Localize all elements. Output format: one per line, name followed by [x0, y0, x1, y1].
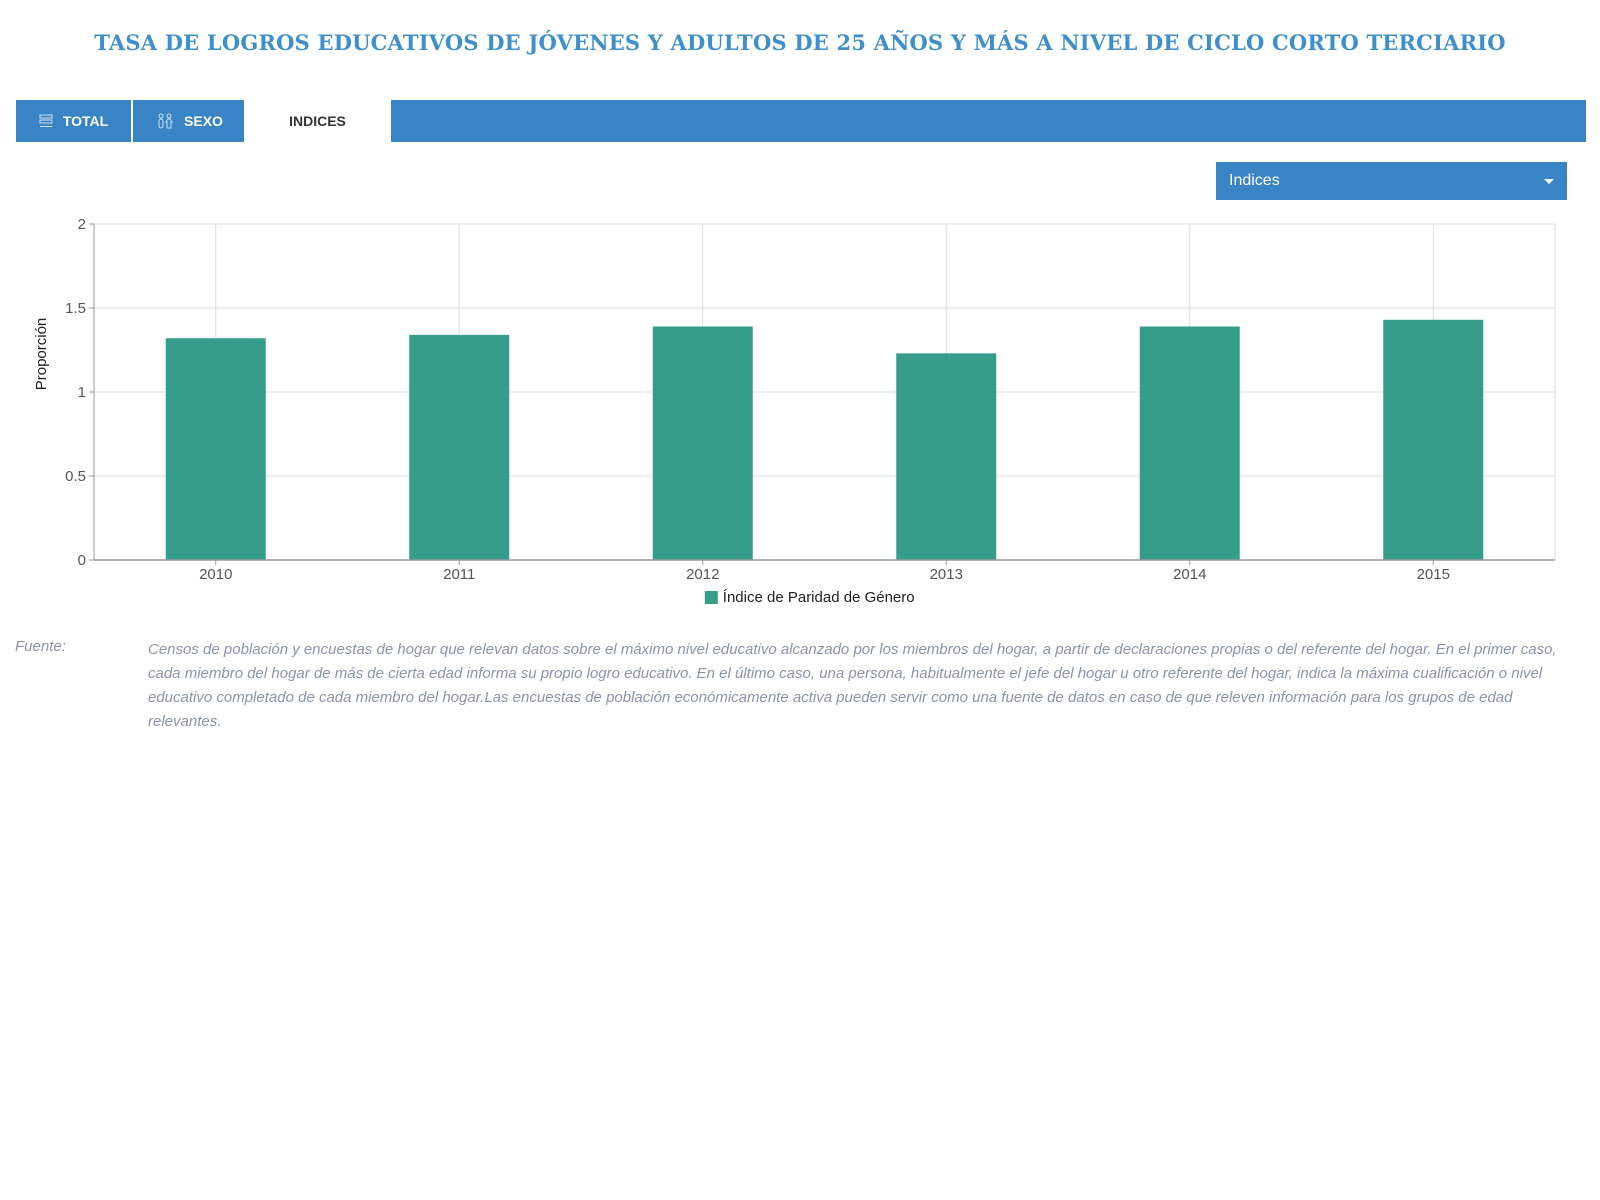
x-tick-label: 2015 — [1417, 566, 1450, 583]
bar-2013 — [896, 353, 997, 560]
legend-swatch — [704, 591, 718, 604]
y-tick-label: 1.5 — [65, 300, 86, 317]
x-tick-label: 2011 — [443, 566, 475, 583]
bar-chart: 0 0.5 1 1.5 2 2010 2011 2012 2013 2014 2015 Propor… — [33, 216, 1556, 606]
ticks-layer: 0 0.5 1 1.5 2 2010 2011 2012 2013 2014 2015 — [65, 216, 1450, 583]
bar-2011 — [409, 334, 510, 560]
tab-total[interactable]: TOTAL — [16, 100, 133, 142]
axes-layer — [89, 223, 1555, 565]
tab-indices-label: INDICES — [289, 113, 346, 129]
tab-bar: TOTAL SEXO INDICES — [16, 100, 1586, 142]
x-tick-label: 2012 — [686, 566, 719, 583]
indicator-select[interactable]: Indices — [1216, 162, 1567, 200]
y-tick-label: 0.5 — [65, 468, 86, 485]
gender-icon — [156, 113, 174, 129]
x-tick-label: 2013 — [930, 566, 963, 583]
tab-sexo-label: SEXO — [184, 113, 223, 129]
grid-layer — [94, 223, 1556, 560]
bar-2012 — [652, 326, 753, 560]
y-tick-label: 2 — [78, 216, 86, 233]
source-label: Fuente: — [15, 638, 66, 655]
bar-2014 — [1139, 326, 1240, 560]
legend-label: Índice de Paridad de Género — [723, 589, 915, 606]
tab-indices[interactable]: INDICES — [244, 100, 391, 142]
x-tick-label: 2014 — [1173, 566, 1206, 583]
source-text: Censos de población y encuestas de hogar… — [148, 641, 1557, 730]
bars-layer — [165, 319, 1484, 560]
y-axis-label: Proporción — [33, 318, 50, 391]
y-tick-label: 0 — [78, 552, 86, 569]
indicator-select-value: Indices — [1229, 172, 1280, 189]
bar-2015 — [1383, 319, 1484, 560]
bars-icon — [39, 114, 53, 128]
y-tick-label: 1 — [78, 384, 86, 401]
bar-2010 — [165, 338, 266, 560]
chevron-down-icon — [1544, 179, 1554, 184]
tab-sexo[interactable]: SEXO — [135, 100, 244, 142]
page-title: TASA DE LOGROS EDUCATIVOS DE JÓVENES Y A… — [94, 30, 1506, 55]
x-tick-label: 2010 — [199, 566, 232, 583]
legend: Índice de Paridad de Género — [704, 589, 915, 606]
tab-total-label: TOTAL — [62, 113, 109, 129]
